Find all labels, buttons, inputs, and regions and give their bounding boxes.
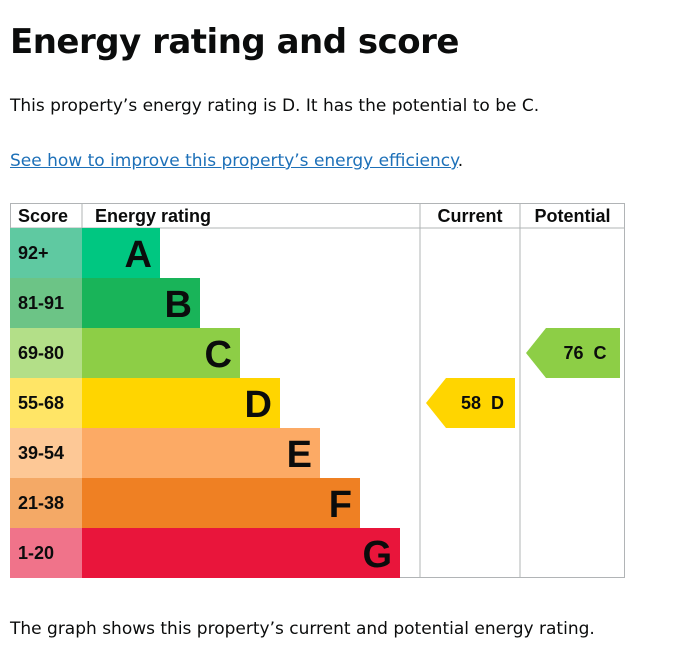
link-full-stop: .	[457, 151, 464, 171]
potential-arrow	[526, 328, 620, 378]
score-range-a: 92+	[18, 243, 49, 263]
header-current: Current	[437, 206, 502, 226]
rating-bar-b	[82, 278, 200, 328]
page-title: Energy rating and score	[10, 22, 460, 62]
score-cell-b	[10, 278, 82, 328]
score-range-d: 55-68	[18, 393, 64, 413]
score-range-c: 69-80	[18, 343, 64, 363]
rating-letter-c: C	[205, 334, 232, 376]
rating-letter-e: E	[287, 434, 312, 476]
score-cell-c	[10, 328, 82, 378]
score-range-g: 1-20	[18, 543, 54, 563]
improve-efficiency-link[interactable]: See how to improve this property’s energ…	[10, 151, 458, 171]
rating-bar-c	[82, 328, 240, 378]
potential-rating-label: 76 C	[563, 343, 606, 363]
rating-bar-e	[82, 428, 320, 478]
graph-description: The graph shows this property’s current …	[10, 619, 595, 639]
energy-rating-chart: Score Energy rating Current Potential 92+ A 81…	[10, 203, 625, 578]
header-potential: Potential	[534, 206, 610, 226]
energy-rating-graph: Score Energy rating Current Potential 92+ A 81…	[10, 203, 625, 578]
score-cell-f	[10, 478, 82, 528]
rating-bar-g	[82, 528, 400, 578]
header-score: Score	[18, 206, 68, 226]
rating-letter-g: G	[362, 534, 392, 576]
improve-link-paragraph: See how to improve this property’s energ…	[10, 149, 463, 173]
rating-summary: This property’s energy rating is D. It h…	[10, 96, 540, 116]
current-rating-label: 58 D	[461, 393, 504, 413]
score-range-f: 21-38	[18, 493, 64, 513]
header-energy-rating: Energy rating	[95, 206, 211, 226]
score-range-e: 39-54	[18, 443, 64, 463]
rating-letter-f: F	[329, 484, 352, 526]
score-range-b: 81-91	[18, 293, 64, 313]
score-cell-g	[10, 528, 82, 578]
current-arrow	[426, 378, 515, 428]
rating-bar-f	[82, 478, 360, 528]
rating-letter-a: A	[125, 234, 152, 276]
score-cell-d	[10, 378, 82, 428]
rating-letter-b: B	[165, 284, 192, 326]
rating-bar-a	[82, 228, 160, 278]
rating-bar-d	[82, 378, 280, 428]
score-cell-e	[10, 428, 82, 478]
rating-letter-d: D	[245, 384, 272, 426]
score-cell-a	[10, 228, 82, 278]
